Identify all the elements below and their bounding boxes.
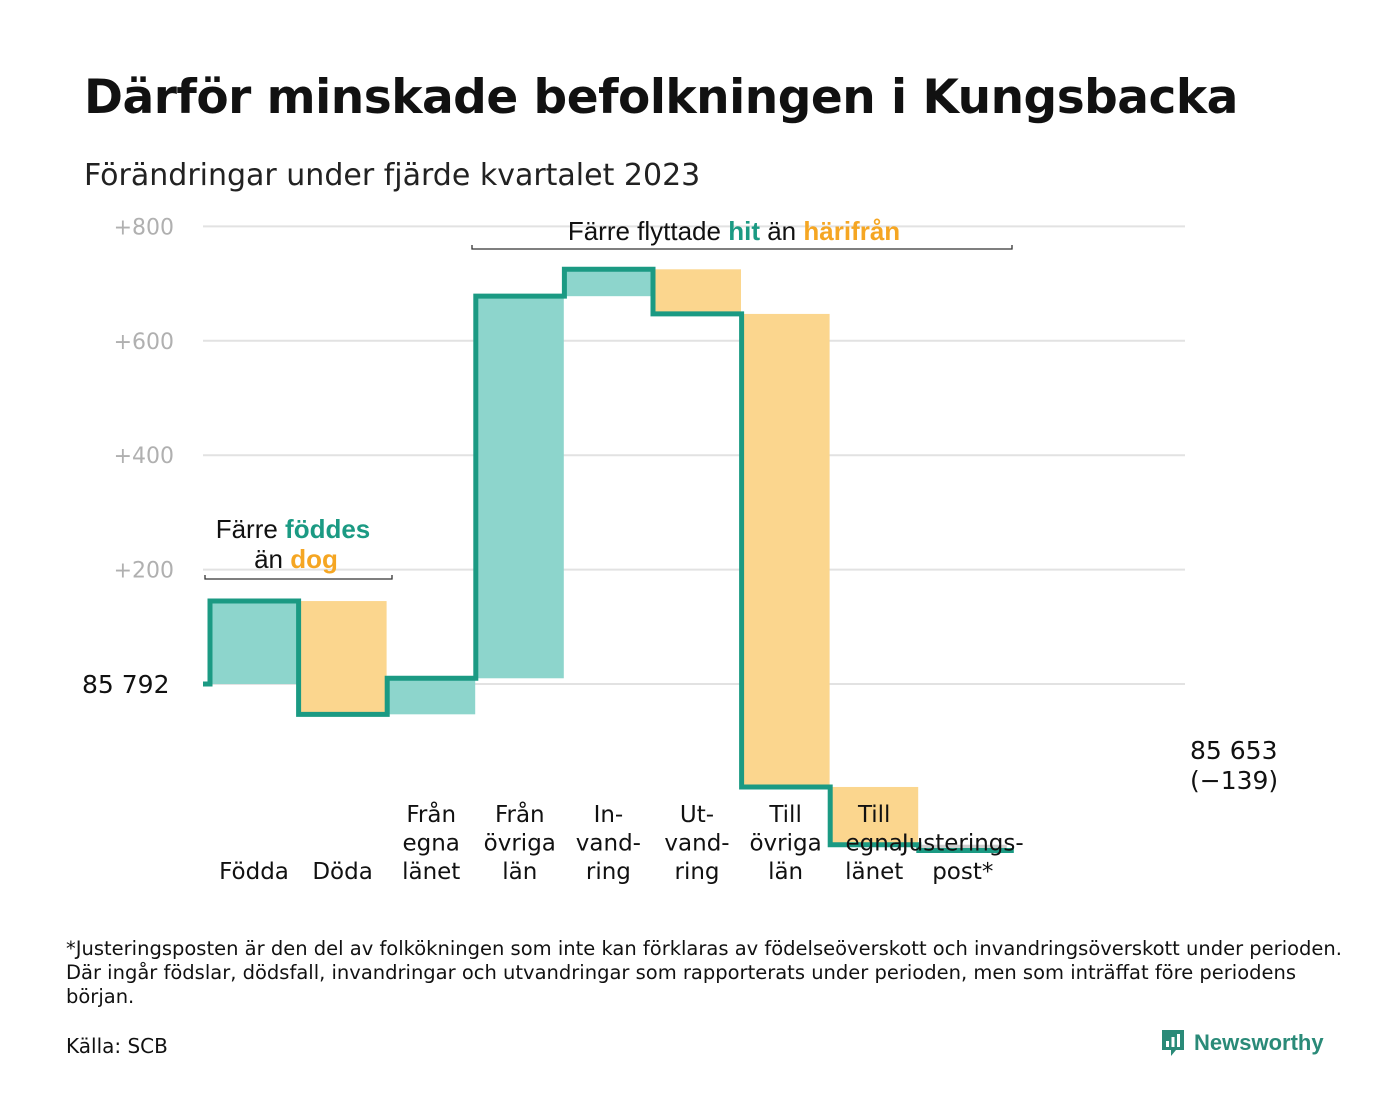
chart-subtitle: Förändringar under fjärde kvartalet 2023 [84,158,701,193]
y-tick-label: +200 [114,559,174,584]
category-label: ring [586,859,631,885]
category-label: In- [594,802,624,828]
category-label: egna [845,831,902,857]
category-label: Från [406,800,456,828]
category-label: post* [932,859,993,885]
annotation-births-deaths-line2: än dog [254,544,338,574]
category-label: län [502,859,537,885]
waterfall-bar [387,678,476,715]
waterfall-bar [741,313,830,787]
category-label: Från [495,800,545,828]
y-tick-label: +600 [114,330,174,355]
category-label: egna [402,831,459,857]
waterfall-bar [653,269,741,314]
category-label: övriga [484,831,556,857]
category-label: övriga [749,831,821,857]
chart-title: Därför minskade befolkningen i Kungsback… [84,70,1238,125]
newsworthy-logo[interactable]: Newsworthy [1160,1028,1324,1058]
category-label: Döda [312,859,372,885]
category-label: vand- [576,831,641,857]
category-label: Ut- [680,802,714,828]
y-tick-label: +800 [114,215,174,240]
annotation-bracket-births-deaths [204,575,393,580]
end-value-label: 85 653 [1190,736,1277,765]
waterfall-bar [918,844,1007,851]
newsworthy-icon [1162,1030,1184,1056]
annotation-births-deaths-line1: Färre föddes [216,514,371,544]
y-tick-label: +400 [114,444,174,469]
category-label: Födda [219,859,289,885]
category-label: länet [402,859,460,885]
annotation-bracket-migration [471,245,1013,250]
cumulative-step-line [203,266,1014,853]
category-label: Till [857,802,891,828]
category-label: Till [768,802,802,828]
footnote: *Justeringsposten är den del av folkökni… [66,937,1342,1008]
waterfall-bar [298,601,387,715]
category-label: län [768,859,803,885]
annotation-migration: Färre flyttade hit än härifrån [568,216,900,246]
end-change-label: (−139) [1190,766,1278,795]
waterfall-bar [564,269,653,297]
category-label: länet [845,859,903,885]
waterfall-chart: +200 +400 +600 +800 85 792 85 653(−139) Födda D… [82,215,1278,885]
source-label: Källa: SCB [66,1034,168,1058]
waterfall-bar [210,601,298,684]
brand-name: Newsworthy [1194,1030,1324,1055]
category-label: Justerings- [900,831,1024,857]
category-label: vand- [664,831,729,857]
waterfall-bar [475,296,564,679]
category-label: ring [674,859,719,885]
waterfall-bar [830,786,919,845]
start-value-label: 85 792 [82,670,169,699]
